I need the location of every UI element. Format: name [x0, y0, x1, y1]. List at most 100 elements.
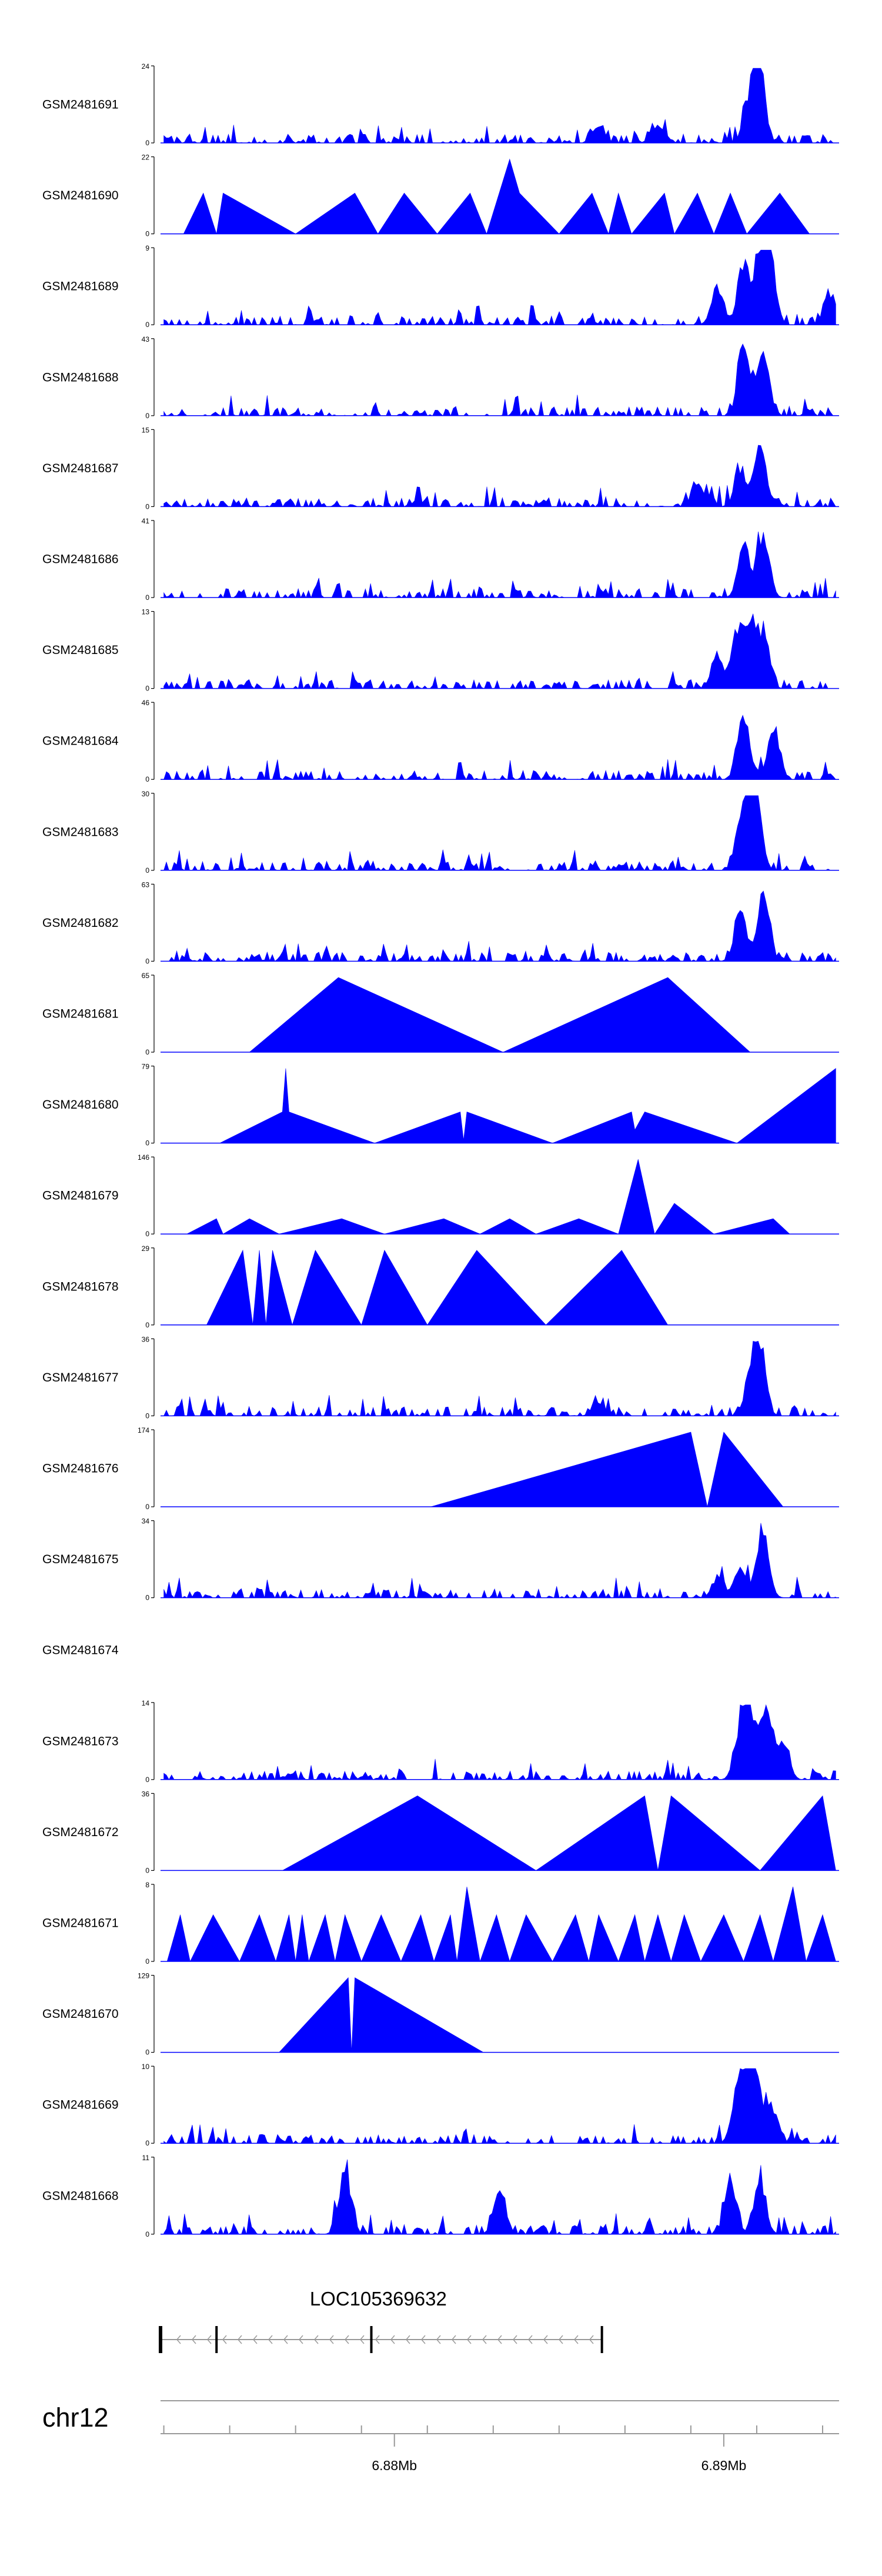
coverage-area [163, 1523, 836, 1599]
y-axis-max-label: 10 [142, 2063, 150, 2071]
y-axis-max-label: 24 [142, 62, 150, 71]
track-label: GSM2481675 [42, 1553, 119, 1566]
track-GSM2481675: GSM2481675 34 0 [42, 1517, 839, 1602]
coverage-area [279, 1977, 485, 2053]
track-GSM2481688: GSM2481688 43 0 [42, 335, 839, 420]
strand-chevron [390, 2335, 395, 2344]
y-axis-max-label: 22 [142, 154, 150, 162]
track-label: GSM2481674 [42, 1644, 119, 1657]
strand-chevron [528, 2335, 533, 2344]
y-axis-zero-label: 0 [145, 2139, 149, 2147]
y-axis-zero-label: 0 [145, 775, 149, 783]
axis-tick-label: 6.89Mb [701, 2458, 747, 2473]
strand-chevron [314, 2335, 319, 2344]
track-label: GSM2481690 [42, 189, 119, 202]
track-label: GSM2481676 [42, 1462, 119, 1476]
strand-chevron [329, 2335, 334, 2344]
y-axis-zero-label: 0 [145, 1776, 149, 1784]
strand-chevron [436, 2335, 441, 2344]
coverage-area [163, 1704, 836, 1780]
y-axis-zero-label: 0 [145, 502, 149, 510]
coverage-area [282, 1795, 836, 1871]
track-GSM2481672: GSM2481672 36 0 [42, 1790, 839, 1874]
coverage-area [163, 715, 837, 780]
coverage-area [186, 1159, 790, 1234]
coverage-area [183, 158, 810, 235]
strand-chevron [375, 2335, 380, 2344]
y-axis-zero-label: 0 [145, 593, 149, 602]
strand-chevron [559, 2335, 563, 2344]
y-axis-max-label: 43 [142, 335, 150, 343]
exon-marker [370, 2326, 373, 2353]
y-axis-max-label: 14 [142, 1699, 150, 1707]
coverage-area [249, 977, 751, 1053]
track-label: GSM2481670 [42, 2007, 119, 2021]
coverage-area [163, 445, 836, 508]
y-axis-max-label: 65 [142, 972, 150, 980]
track-label: GSM2481679 [42, 1189, 119, 1203]
y-axis-zero-label: 0 [145, 957, 149, 965]
track-label: GSM2481678 [42, 1280, 119, 1293]
track-GSM2481682: GSM2481682 63 0 [42, 880, 839, 965]
y-axis-zero-label: 0 [145, 2230, 149, 2238]
y-axis-max-label: 13 [142, 608, 150, 616]
track-GSM2481673: GSM2481673 14 0 [42, 1699, 839, 1784]
track-GSM2481680: GSM2481680 79 0 [42, 1063, 839, 1147]
gene-name-label: LOC105369632 [310, 2288, 447, 2310]
strand-chevron [192, 2335, 196, 2344]
track-label: GSM2481684 [42, 735, 119, 748]
coverage-area [163, 249, 836, 326]
track-GSM2481671: GSM2481671 8 0 [42, 1881, 839, 1966]
track-label: GSM2481671 [42, 1917, 119, 1930]
strand-chevron [513, 2335, 517, 2344]
strand-chevron [589, 2335, 594, 2344]
y-axis-zero-label: 0 [145, 1866, 149, 1874]
track-GSM2481679: GSM2481679 146 0 [42, 1153, 839, 1238]
y-axis-zero-label: 0 [145, 139, 149, 147]
coverage-area [163, 531, 836, 599]
strand-chevron [360, 2335, 365, 2344]
track-GSM2481685: GSM2481685 13 0 [42, 608, 839, 693]
strand-chevron [497, 2335, 502, 2344]
y-axis-zero-label: 0 [145, 412, 149, 420]
y-axis-zero-label: 0 [145, 1594, 149, 1602]
coverage-area [163, 1341, 836, 1417]
y-axis-max-label: 34 [142, 1517, 150, 1526]
y-axis-max-label: 36 [142, 1335, 150, 1343]
strand-chevron [543, 2335, 548, 2344]
coverage-area [166, 1886, 836, 1963]
y-axis-zero-label: 0 [145, 1503, 149, 1511]
y-axis-zero-label: 0 [145, 1139, 149, 1147]
y-axis-max-label: 30 [142, 790, 150, 798]
y-axis-zero-label: 0 [145, 1321, 149, 1329]
coverage-area [206, 1249, 669, 1326]
strand-chevron [207, 2335, 212, 2344]
track-GSM2481677: GSM2481677 36 0 [42, 1335, 839, 1420]
y-axis-zero-label: 0 [145, 1048, 149, 1056]
track-label: GSM2481681 [42, 1007, 119, 1021]
strand-chevron [452, 2335, 456, 2344]
coverage-area [163, 2159, 836, 2235]
track-label: GSM2481688 [42, 371, 119, 384]
track-label: GSM2481686 [42, 553, 119, 566]
strand-chevron [421, 2335, 426, 2344]
track-label: GSM2481685 [42, 643, 119, 657]
coverage-area [430, 1432, 784, 1507]
track-GSM2481676: GSM2481676 174 0 [42, 1426, 839, 1511]
coverage-area [163, 613, 836, 689]
strand-chevron [467, 2335, 472, 2344]
track-GSM2481678: GSM2481678 29 0 [42, 1244, 839, 1329]
y-axis-zero-label: 0 [145, 230, 149, 238]
track-label: GSM2481672 [42, 1826, 119, 1839]
gene-model: LOC105369632 [159, 2288, 603, 2353]
chromosome-label: chr12 [42, 2403, 109, 2432]
y-axis-zero-label: 0 [145, 2048, 149, 2057]
y-axis-max-label: 63 [142, 880, 150, 889]
y-axis-zero-label: 0 [145, 866, 149, 875]
coverage-area [163, 68, 836, 144]
strand-chevron [283, 2335, 288, 2344]
strand-chevron [299, 2335, 303, 2344]
track-GSM2481689: GSM2481689 9 0 [42, 244, 839, 329]
